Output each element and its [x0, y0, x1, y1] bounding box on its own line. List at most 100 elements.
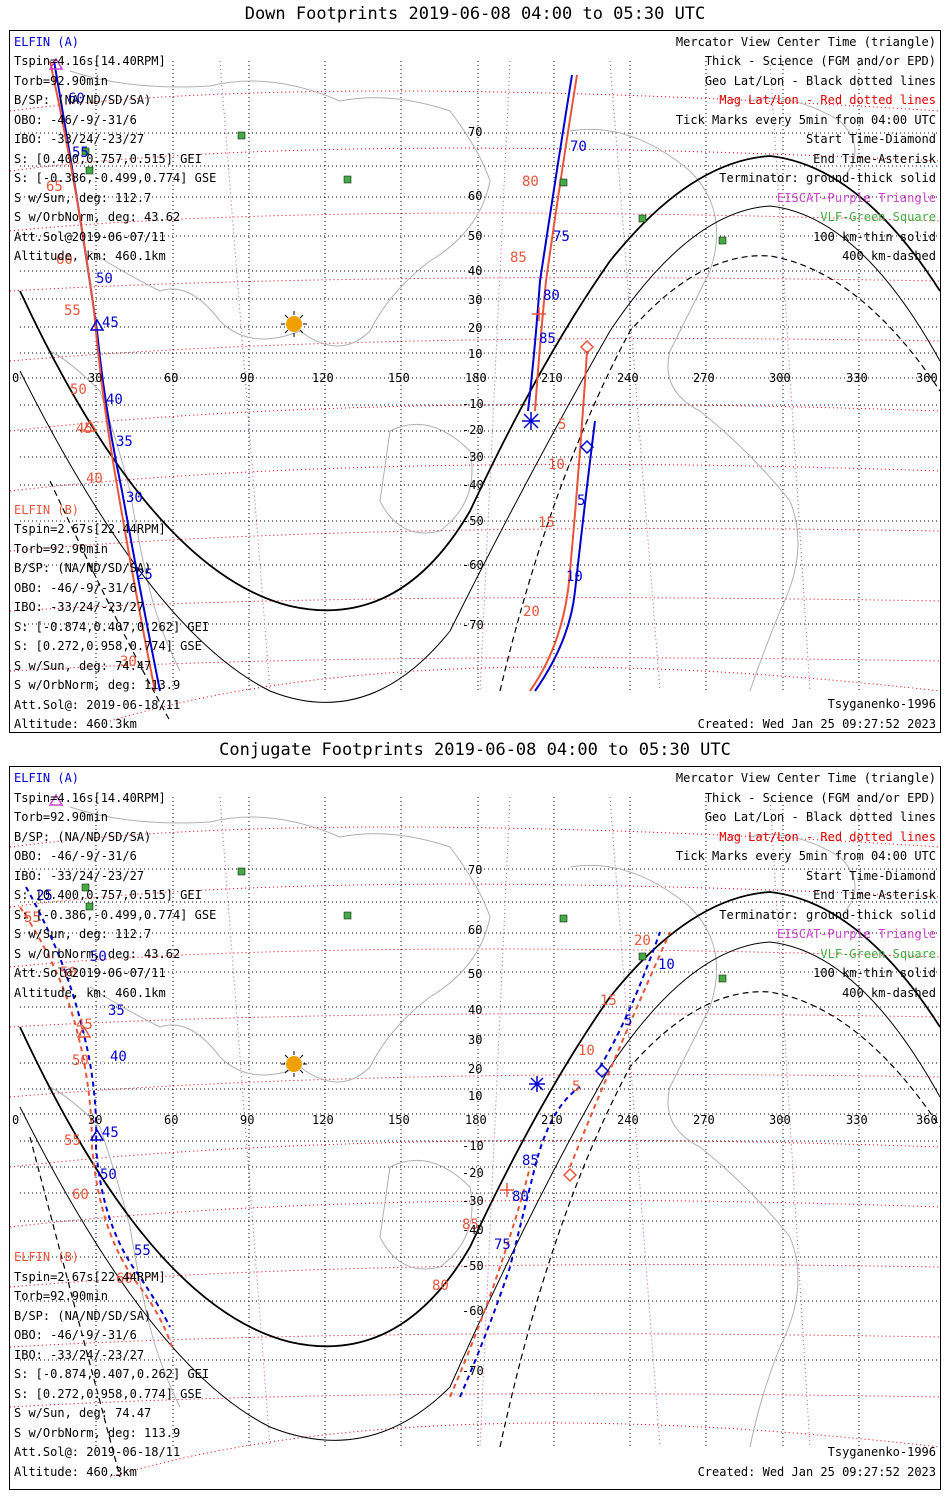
lat-tick: 50 [468, 229, 483, 243]
svg-text:45: 45 [102, 1125, 119, 1141]
elfin-b-line: S w/Sun, deg: 74.47 [14, 1406, 152, 1420]
legend-item: Thick - Science (FGM and/or EPD) [704, 791, 936, 805]
eiscat-meridians [219, 796, 811, 1448]
elfin-b-line: OBO: -46/-9/-31/6 [14, 581, 137, 595]
elfin-a-line: S: [-0.386,-0.499,0.774] GSE [14, 171, 217, 185]
svg-text:25: 25 [36, 888, 53, 904]
svg-text:40: 40 [110, 1049, 127, 1065]
svg-text:35: 35 [108, 1003, 125, 1019]
svg-text:45: 45 [102, 315, 119, 331]
elfin-b-line: IBO: -33/24/-23/27 [14, 600, 145, 614]
svg-text:5: 5 [624, 1013, 632, 1029]
svg-text:55: 55 [72, 145, 89, 161]
lon-tick-150: 150 [388, 371, 410, 385]
map-panel-down: 60 55 50 45 40 35 30 25 70 75 80 85 5 10… [9, 30, 941, 733]
lon-tick-270: 270 [693, 371, 715, 385]
legend-item: Start Time-Diamond [805, 869, 936, 883]
svg-text:55: 55 [64, 1133, 81, 1149]
mag-grid [10, 826, 940, 1478]
legend-item: EISCAT-Purple Triangle [777, 927, 936, 941]
lon-tick-270: 270 [693, 1113, 715, 1127]
svg-text:10: 10 [548, 457, 565, 473]
elfin-a-header: ELFIN (A) [14, 771, 80, 785]
lat-tick: -60 [462, 558, 484, 572]
legend-item: End Time-Asterisk [813, 152, 936, 166]
elfin-a-line: Tspin=4.16s[14.40RPM] [14, 54, 166, 68]
start-diamond-b-icon [562, 1167, 578, 1183]
elfin-b-line: S: [-0.874,0.407,0.262] GEI [14, 620, 210, 634]
lon-tick-300: 300 [769, 1113, 791, 1127]
map-canvas-down: 60 55 50 45 40 35 30 25 70 75 80 85 5 10… [10, 57, 940, 722]
legend-item: End Time-Asterisk [813, 888, 936, 902]
elfin-a-line: Att.Sol@2019-06-07/11 [14, 230, 166, 244]
lon-tick-180: 180 [465, 371, 487, 385]
lat-tick: 30 [468, 1033, 483, 1047]
svg-text:80: 80 [432, 1278, 449, 1294]
elfin-b-line: Altitude: 460.3km [14, 717, 137, 731]
svg-text:10: 10 [658, 957, 675, 973]
elfin-a-line: Altitude, km: 460.1km [14, 249, 166, 263]
legend-item: Geo Lat/Lon - Black dotted lines [704, 74, 936, 88]
lon-tick-30: 30 [88, 371, 103, 385]
elfin-a-line: B/SP: (NA/ND/SD/SA) [14, 93, 152, 107]
lat-tick: -70 [462, 1364, 484, 1378]
view-center-triangle-b-icon [82, 419, 98, 432]
legend-item: Mercator View Center Time (triangle) [675, 771, 936, 785]
vlf-square-icon [718, 236, 727, 245]
lat-tick: 20 [468, 1062, 483, 1076]
elfin-b-line: Att.Sol@: 2019-06-18/11 [14, 698, 181, 712]
lon-tick-210: 210 [541, 1113, 563, 1127]
elfin-b-track [49, 60, 588, 692]
map-panel-conjugate: 25 50 35 40 45 50 55 85 80 75 10 5 55 50… [9, 766, 941, 1490]
elfin-a-line: S w/OrbNorm, deg: 43.62 [14, 947, 181, 961]
lon-tick-300: 300 [769, 371, 791, 385]
svg-text:10: 10 [566, 569, 583, 585]
lon-tick-360: 360 [916, 371, 938, 385]
mag-grid [10, 90, 940, 722]
legend-item: Thick - Science (FGM and/or EPD) [704, 54, 936, 68]
view-center-triangle-b-icon [76, 1025, 92, 1038]
svg-text:50: 50 [100, 1167, 117, 1183]
svg-text:50: 50 [72, 1053, 89, 1069]
lon-tick-90: 90 [240, 1113, 255, 1127]
elfin-a-line: S w/Sun, deg: 112.7 [14, 191, 152, 205]
svg-text:70: 70 [570, 139, 587, 155]
start-diamond-b-icon [579, 339, 595, 355]
svg-text:40: 40 [106, 392, 123, 408]
elfin-b-line: Tspin=2.67s[22.44RPM] [14, 522, 166, 536]
elfin-a-line: S w/Sun, deg: 112.7 [14, 927, 152, 941]
lat-tick: 20 [468, 321, 483, 335]
elfin-b-line: S: [-0.874,0.407,0.262] GEI [14, 1367, 210, 1381]
start-diamond-icon [594, 1063, 610, 1079]
legend-item: Mag Lat/Lon - Red dotted lines [719, 93, 936, 107]
svg-text:80: 80 [512, 1189, 529, 1205]
legend-item: EISCAT-Purple Triangle [777, 191, 936, 205]
lon-tick-180: 180 [465, 1113, 487, 1127]
elfin-b-line: B/SP: (NA/ND/SD/SA) [14, 561, 152, 575]
coastlines [49, 806, 856, 1448]
svg-text:40: 40 [86, 471, 103, 487]
track-tick-labels: 60 55 50 45 40 35 30 25 70 75 80 85 5 10… [46, 91, 587, 670]
svg-text:55: 55 [134, 1243, 151, 1259]
lat-tick: -50 [462, 514, 484, 528]
lat-tick: -30 [462, 1194, 484, 1208]
end-asterisk-b-icon [532, 307, 546, 321]
lat-tick: -10 [462, 397, 484, 411]
lon-tick-360: 360 [916, 1113, 938, 1127]
markers [48, 57, 727, 455]
elfin-b-line: S w/OrbNorm, deg: 113.9 [14, 1426, 181, 1440]
elfin-b-line: Att.Sol@: 2019-06-18/11 [14, 1445, 181, 1459]
elfin-a-line: S: [0.400,0.757,0.515] GEI [14, 888, 202, 902]
lat-tick: 60 [468, 189, 483, 203]
elfin-a-header: ELFIN (A) [14, 35, 80, 49]
svg-text:55: 55 [64, 303, 81, 319]
svg-text:60: 60 [116, 1271, 133, 1287]
eiscat-triangle-icon [48, 57, 64, 70]
svg-text:85: 85 [462, 1217, 479, 1233]
svg-text:85: 85 [539, 331, 556, 347]
elfin-b-line: B/SP: (NA/ND/SD/SA) [14, 1309, 152, 1323]
svg-text:85: 85 [510, 250, 527, 266]
created-timestamp: Created: Wed Jan 25 09:27:52 2023 [697, 1465, 936, 1479]
lon-tick-60: 60 [164, 1113, 179, 1127]
end-asterisk-icon [529, 1076, 545, 1092]
